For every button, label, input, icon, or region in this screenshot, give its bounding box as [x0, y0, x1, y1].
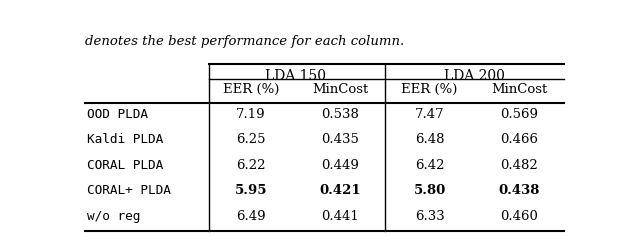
- Text: 7.19: 7.19: [236, 108, 266, 121]
- Text: 0.435: 0.435: [321, 133, 359, 146]
- Text: 0.449: 0.449: [321, 159, 359, 172]
- Text: MinCost: MinCost: [312, 83, 369, 96]
- Text: OOD PLDA: OOD PLDA: [88, 108, 148, 121]
- Text: 6.33: 6.33: [415, 210, 445, 223]
- Text: 0.482: 0.482: [500, 159, 538, 172]
- Text: LDA 200: LDA 200: [444, 69, 505, 83]
- Text: 0.466: 0.466: [500, 133, 538, 146]
- Text: 6.22: 6.22: [236, 159, 266, 172]
- Text: CORAL+ PLDA: CORAL+ PLDA: [88, 184, 172, 197]
- Text: 5.95: 5.95: [235, 184, 268, 197]
- Text: MinCost: MinCost: [491, 83, 547, 96]
- Text: 0.569: 0.569: [500, 108, 538, 121]
- Text: EER (%): EER (%): [401, 83, 458, 96]
- Text: 6.49: 6.49: [236, 210, 266, 223]
- Text: 5.80: 5.80: [413, 184, 446, 197]
- Text: 6.48: 6.48: [415, 133, 444, 146]
- Text: 0.538: 0.538: [321, 108, 359, 121]
- Text: EER (%): EER (%): [223, 83, 279, 96]
- Text: denotes the best performance for each column.: denotes the best performance for each co…: [85, 35, 404, 48]
- Text: w/o reg: w/o reg: [88, 210, 141, 223]
- Text: 7.47: 7.47: [415, 108, 445, 121]
- Text: 6.25: 6.25: [236, 133, 266, 146]
- Text: 0.421: 0.421: [319, 184, 361, 197]
- Text: Kaldi PLDA: Kaldi PLDA: [88, 133, 164, 146]
- Text: 0.441: 0.441: [321, 210, 359, 223]
- Text: 0.438: 0.438: [499, 184, 540, 197]
- Text: CORAL PLDA: CORAL PLDA: [88, 159, 164, 172]
- Text: 6.42: 6.42: [415, 159, 444, 172]
- Text: LDA 150: LDA 150: [265, 69, 326, 83]
- Text: 0.460: 0.460: [500, 210, 538, 223]
